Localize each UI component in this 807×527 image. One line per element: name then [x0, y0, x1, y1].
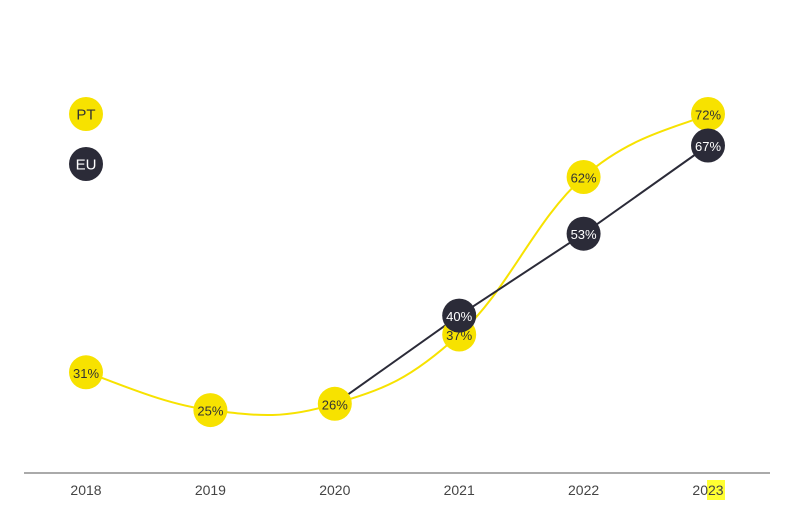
- legend-item-eu: EU: [69, 147, 103, 181]
- legend-swatch: [69, 147, 103, 181]
- data-point-eu: 67%: [691, 128, 725, 163]
- data-marker: [69, 355, 103, 390]
- data-label: 31%: [73, 366, 99, 381]
- data-point-eu: 40%: [442, 298, 477, 333]
- data-marker: [442, 298, 477, 333]
- x-tick-label: 2020: [319, 482, 350, 498]
- legend-label: PT: [76, 107, 95, 124]
- data-label: 72%: [695, 108, 721, 123]
- data-label: 40%: [446, 309, 472, 324]
- x-tick-label: 2021: [444, 482, 475, 498]
- data-marker: [193, 393, 228, 428]
- x-tick-label: 2018: [70, 482, 101, 498]
- x-tick-label: 2023: [692, 482, 723, 498]
- data-marker: [691, 97, 725, 131]
- data-label: 53%: [571, 227, 597, 242]
- legend-label: EU: [76, 157, 97, 174]
- data-label: 62%: [571, 171, 597, 186]
- data-marker: [317, 386, 352, 421]
- data-marker: [566, 216, 601, 251]
- data-label: 67%: [695, 139, 721, 154]
- data-point-pt: 25%: [193, 393, 228, 428]
- data-point-pt: 31%: [69, 355, 103, 390]
- data-label: 25%: [197, 404, 223, 419]
- data-point-pt: 62%: [566, 160, 601, 194]
- data-point-pt: 26%: [317, 386, 352, 421]
- data-marker: [566, 160, 601, 194]
- x-tick-label: 2019: [195, 482, 226, 498]
- legend-swatch: [69, 97, 103, 131]
- data-marker: [691, 128, 725, 163]
- data-label: 26%: [322, 397, 348, 412]
- data-point-eu: 53%: [566, 216, 601, 251]
- data-point-pt: 72%: [691, 97, 725, 131]
- data-label: 37%: [446, 328, 472, 343]
- series-line-eu: [334, 144, 709, 405]
- legend-item-pt: PT: [69, 97, 103, 131]
- x-tick-label: 2022: [568, 482, 599, 498]
- series-line-pt: [85, 113, 709, 417]
- tick-highlight: [707, 480, 725, 500]
